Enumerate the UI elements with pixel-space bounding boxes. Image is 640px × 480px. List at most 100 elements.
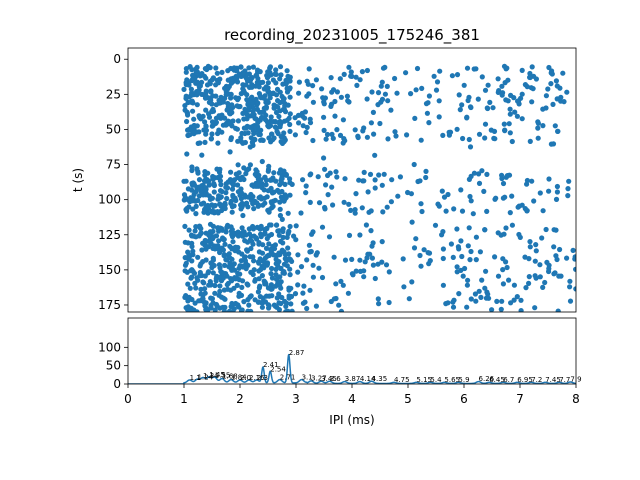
raster-point [240,110,246,116]
raster-point [462,265,468,272]
raster-point [212,307,218,312]
raster-point [348,207,354,213]
raster-point [345,98,351,104]
raster-point [485,291,491,297]
raster-point [189,67,195,73]
raster-point [384,204,390,210]
raster-point [238,64,244,70]
raster-point [288,301,294,307]
raster-point [221,237,227,243]
raster-point [473,298,479,304]
ipi-histogram-line [128,353,576,384]
raster-point [367,171,374,177]
raster-point [353,191,359,197]
raster-point [203,127,209,133]
raster-point [413,87,419,93]
raster-point [209,131,215,137]
raster-point [475,96,481,102]
raster-point [238,135,244,141]
raster-point [210,175,216,181]
raster-point [241,88,247,94]
raster-point [268,271,274,277]
raster-point [464,304,470,310]
raster-point [268,114,274,120]
raster-point [253,124,259,130]
raster-point [388,199,394,205]
raster-point [209,195,215,201]
raster-point [263,281,269,287]
raster-point [484,208,490,214]
raster-point [273,109,280,116]
raster-point [544,259,550,265]
raster-point [492,196,498,202]
raster-point [219,207,225,214]
raster-point [310,83,316,89]
raster-point [186,252,192,258]
raster-point [273,71,279,77]
raster-point [203,190,209,196]
raster-point [209,77,215,83]
raster-point [280,81,286,87]
raster-point [337,76,343,82]
raster-point [235,118,241,124]
raster-point [344,93,350,99]
raster-point [394,90,400,96]
raster-point [276,113,282,120]
raster-point [306,242,312,248]
raster-point [302,109,308,115]
raster-point [533,76,540,82]
raster-point [193,234,199,240]
raster-point [361,169,367,175]
raster-point [342,257,349,263]
raster-point [264,235,270,242]
raster-point [239,225,245,231]
raster-point [211,189,217,195]
raster-point [210,106,216,112]
raster-point [185,112,191,118]
raster-point [212,282,218,289]
raster-point [553,196,560,202]
raster-point [268,177,274,183]
raster-point [202,286,208,292]
raster-point [208,241,214,247]
raster-point [235,189,241,195]
raster-point [280,97,286,104]
raster-point [499,83,505,89]
raster-point [260,137,266,143]
raster-point [249,139,255,146]
raster-point [527,239,533,245]
raster-point [223,86,230,92]
raster-point [468,296,474,302]
raster-point [376,301,382,307]
raster-point [346,64,352,70]
raster-point [209,101,215,107]
raster-point [348,69,354,75]
raster-point [296,120,302,126]
ipi-y-tick-label: 0 [113,377,121,391]
raster-point [286,115,292,121]
raster-point [411,245,418,251]
raster-point [257,69,263,75]
raster-point [240,140,246,146]
raster-point [279,174,285,180]
raster-point [246,71,252,77]
raster-point [476,131,483,137]
raster-point [287,74,293,80]
ipi-x-ticks: 0 1 2 3 4 5 6 7 8 [124,384,580,406]
raster-point [264,194,270,200]
raster-point [329,131,335,137]
raster-point [505,77,511,83]
raster-point [257,294,263,300]
raster-point [498,306,504,312]
raster-point [181,178,187,184]
raster-point [355,134,361,141]
raster-point [526,274,532,280]
raster-point [454,226,460,232]
raster-point [354,82,360,88]
ipi-peak-label: 1.1 [190,374,201,382]
raster-point [313,303,319,309]
raster-point [217,283,223,289]
raster-point [400,256,406,262]
raster-point [205,170,211,176]
